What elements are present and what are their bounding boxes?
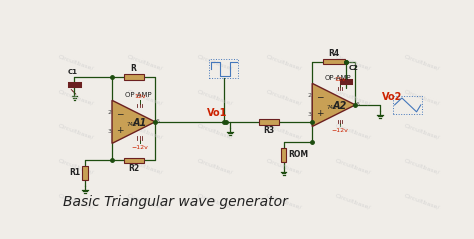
Text: +: +	[116, 125, 123, 135]
Text: C2: C2	[348, 65, 358, 71]
Text: Circuitbase/: Circuitbase/	[265, 123, 302, 141]
Text: Circuitbase/: Circuitbase/	[57, 54, 94, 71]
Text: Circuitbase/: Circuitbase/	[196, 192, 233, 210]
Text: 741: 741	[327, 105, 337, 110]
Text: Circuitbase/: Circuitbase/	[57, 192, 94, 210]
Text: 6: 6	[356, 102, 360, 107]
Polygon shape	[112, 100, 155, 143]
Text: Circuitbase/: Circuitbase/	[265, 88, 302, 106]
Text: Circuitbase/: Circuitbase/	[335, 158, 372, 175]
Bar	[323, 59, 345, 65]
Text: Circuitbase/: Circuitbase/	[196, 158, 233, 175]
Text: C1: C1	[68, 69, 78, 75]
Text: −12v: −12v	[331, 128, 348, 133]
Text: Circuitbase/: Circuitbase/	[404, 88, 441, 106]
Text: Circuitbase/: Circuitbase/	[404, 54, 441, 71]
Text: Circuitbase/: Circuitbase/	[265, 54, 302, 71]
Text: OP-AMP: OP-AMP	[325, 75, 351, 81]
Text: 12v: 12v	[334, 77, 346, 82]
Bar	[259, 119, 279, 125]
Text: Circuitbase/: Circuitbase/	[335, 192, 372, 210]
Bar	[82, 166, 88, 179]
Text: Circuitbase/: Circuitbase/	[57, 158, 94, 175]
Text: Circuitbase/: Circuitbase/	[127, 88, 164, 106]
Text: Circuitbase/: Circuitbase/	[404, 192, 441, 210]
Text: Circuitbase/: Circuitbase/	[335, 123, 372, 141]
Text: 6: 6	[156, 119, 160, 124]
Text: Circuitbase/: Circuitbase/	[265, 158, 302, 175]
Text: R1: R1	[70, 168, 81, 177]
Text: R2: R2	[128, 164, 139, 173]
Text: Vo2: Vo2	[382, 92, 402, 102]
Text: 12v: 12v	[134, 94, 146, 99]
Text: 2: 2	[107, 110, 111, 115]
Bar	[393, 96, 422, 114]
Text: −12v: −12v	[131, 145, 148, 150]
Text: R4: R4	[328, 49, 339, 58]
Text: Circuitbase/: Circuitbase/	[127, 158, 164, 175]
Bar	[124, 158, 144, 163]
Text: R: R	[131, 64, 137, 73]
Text: Circuitbase/: Circuitbase/	[404, 123, 441, 141]
Text: Vo1: Vo1	[207, 108, 227, 118]
Text: 741: 741	[127, 122, 137, 127]
Text: Circuitbase/: Circuitbase/	[127, 54, 164, 71]
Text: 2: 2	[308, 93, 311, 98]
Bar	[124, 75, 144, 80]
Polygon shape	[312, 83, 356, 126]
Bar	[209, 60, 238, 78]
Text: −: −	[316, 92, 324, 101]
Text: R3: R3	[264, 126, 274, 135]
Text: A2: A2	[333, 101, 347, 111]
Text: Circuitbase/: Circuitbase/	[196, 123, 233, 141]
Text: +: +	[316, 109, 324, 118]
Text: A1: A1	[133, 118, 147, 128]
Text: −: −	[116, 109, 123, 118]
Text: ROM: ROM	[288, 151, 308, 159]
Text: Circuitbase/: Circuitbase/	[196, 88, 233, 106]
Text: Circuitbase/: Circuitbase/	[404, 158, 441, 175]
Text: Circuitbase/: Circuitbase/	[265, 192, 302, 210]
Text: 3: 3	[308, 112, 311, 117]
Text: Circuitbase/: Circuitbase/	[57, 88, 94, 106]
Text: Basic Triangular wave generator: Basic Triangular wave generator	[63, 195, 288, 209]
Text: Circuitbase/: Circuitbase/	[335, 88, 372, 106]
Text: 3: 3	[107, 129, 111, 134]
Text: Circuitbase/: Circuitbase/	[196, 54, 233, 71]
Text: Circuitbase/: Circuitbase/	[335, 54, 372, 71]
Text: Circuitbase/: Circuitbase/	[127, 192, 164, 210]
Text: Circuitbase/: Circuitbase/	[57, 123, 94, 141]
Text: Circuitbase/: Circuitbase/	[127, 123, 164, 141]
Text: OP AMP: OP AMP	[125, 92, 151, 98]
Bar	[281, 148, 286, 162]
